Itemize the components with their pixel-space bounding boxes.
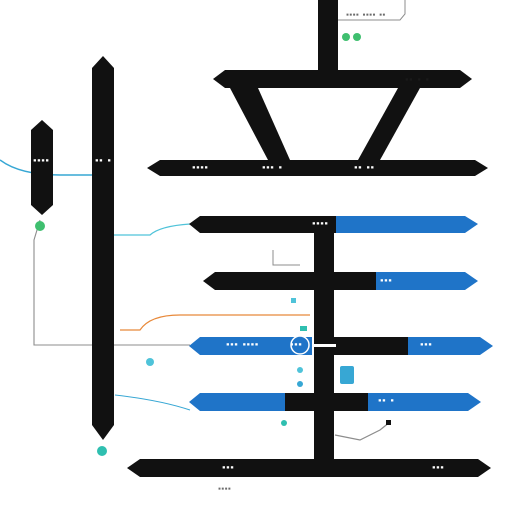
teal-node-bottom (97, 446, 107, 456)
row-1-mid-label: ▪▪▪ ▪ (262, 164, 283, 171)
bottom-bar (127, 459, 491, 477)
row-3-right-label: ▪▪▪ (380, 277, 393, 284)
cyan-connector-left (0, 159, 96, 176)
row-1-right-label: ▪▪ ▪▪ (354, 164, 375, 171)
trapezoid-left-leg (230, 88, 290, 160)
small-square-c (300, 326, 307, 331)
bottom-note: ▪▪▪▪ (218, 486, 232, 492)
row-2-bar-blue (336, 216, 478, 233)
small-node-b (297, 381, 303, 387)
left-tab-label-b: ▪▪ ▪ (95, 157, 112, 164)
left-tall-bar (92, 56, 114, 440)
row-5-bar-blue-right (368, 393, 481, 411)
row-4-bar-dark (333, 337, 412, 355)
cyan-node-mid (146, 358, 154, 366)
top-note: ▪▪▪▪ ▪▪▪▪ ▪▪ (346, 12, 386, 18)
row-4-left-label: ▪▪▪ ▪▪▪▪ (226, 341, 259, 348)
row-5-bar-dark (285, 393, 372, 411)
green-node-top-2 (353, 33, 361, 41)
gray-connector-top (335, 0, 406, 21)
small-square-b (291, 298, 296, 303)
row-4-bar-blue (189, 337, 312, 355)
row-5-bar-blue (189, 393, 288, 411)
bottom-left-label: ▪▪▪ (222, 464, 235, 471)
row-4-right-label: ▪▪▪ (420, 341, 433, 348)
row-4-bar-blue-right (408, 337, 493, 355)
row-5-right-label: ▪▪ ▪ (378, 397, 395, 404)
green-node-top (342, 33, 350, 41)
small-square-a (386, 420, 391, 425)
bottom-right-label: ▪▪▪ (432, 464, 445, 471)
top-crossbar (213, 70, 472, 88)
port-gap (312, 344, 336, 347)
gray-connector-bottom (334, 421, 391, 441)
top-spine (318, 0, 338, 78)
left-tab-label-a: ▪▪▪▪ ▪ (33, 157, 58, 164)
row-1-bar (147, 160, 488, 176)
top-right-tab-label: ▪▪ ▪ ▪ (405, 76, 430, 83)
row-2-left-label: ▪▪▪▪ (312, 220, 329, 227)
green-node-left (35, 221, 45, 231)
row-3-bar-dark (203, 272, 380, 290)
row-2-bar-dark (189, 216, 340, 233)
left-short-bar (31, 120, 53, 215)
row-3-bar-blue (376, 272, 478, 290)
cyan-connector-mid (110, 223, 191, 236)
blue-connector (114, 394, 191, 411)
cyan-box (340, 366, 354, 384)
orange-connector (120, 314, 310, 331)
trapezoid-right-leg (358, 88, 420, 160)
gray-connector-branch (272, 250, 300, 266)
row-1-left-label: ▪▪▪▪ (192, 164, 209, 171)
port-ring (290, 335, 310, 355)
small-node-a (297, 367, 303, 373)
row-4-mid-label: ▪▪▪ (290, 341, 303, 348)
small-node-c (281, 420, 287, 426)
